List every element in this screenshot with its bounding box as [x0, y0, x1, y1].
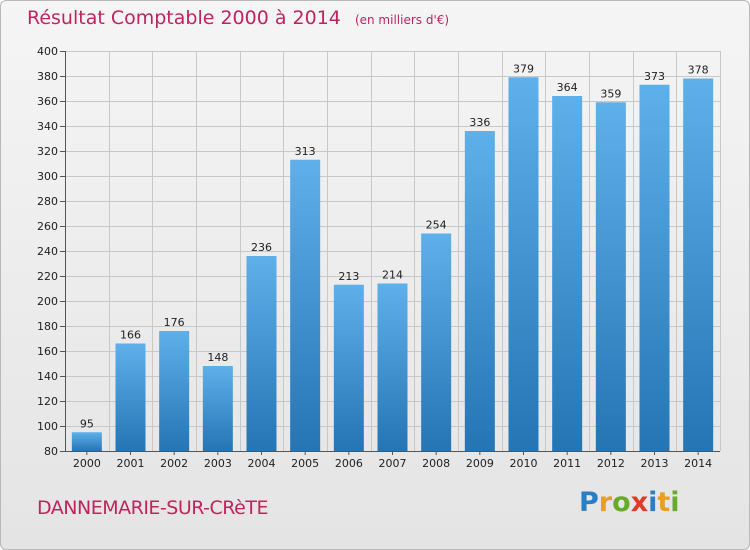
y-tick-label: 400: [37, 45, 58, 58]
x-tick-label-2007: 2007: [379, 457, 407, 470]
y-tick-label: 320: [37, 145, 58, 158]
logo-letter: r: [598, 487, 613, 518]
data-label-2001: 166: [120, 329, 141, 342]
logo-letter: t: [657, 487, 671, 518]
bar-2009[interactable]: [464, 131, 495, 451]
x-tick-label-2006: 2006: [335, 457, 363, 470]
bar-2008[interactable]: [421, 233, 452, 452]
x-tick-label-2008: 2008: [422, 457, 450, 470]
y-tick-label: 120: [37, 395, 58, 408]
bar-2002[interactable]: [159, 331, 190, 451]
logo-letter: i: [648, 487, 658, 518]
chart-title: Résultat Comptable 2000 à 2014 (en milli…: [27, 7, 449, 29]
x-tick-label-2002: 2002: [160, 457, 188, 470]
x-tick-label-2001: 2001: [117, 457, 145, 470]
x-tick-label-2014: 2014: [684, 457, 712, 470]
x-tick-label-2011: 2011: [553, 457, 581, 470]
data-label-2010: 379: [513, 62, 534, 75]
bar-2007[interactable]: [377, 283, 408, 452]
axis-layer: 80 100 120 140 160 180 200 220 240 260 280 300 320 34…: [37, 45, 720, 470]
y-tick-label: 360: [37, 95, 58, 108]
y-tick-label: 220: [37, 270, 58, 283]
bar-2001[interactable]: [115, 343, 146, 452]
chart-title-text: Résultat Comptable 2000 à 2014: [27, 7, 341, 29]
bar-2010[interactable]: [508, 77, 539, 451]
data-label-2014: 378: [688, 64, 709, 77]
bar-2004[interactable]: [246, 256, 277, 451]
logo-letter: o: [612, 487, 631, 518]
bar-2012[interactable]: [595, 102, 626, 451]
x-tick-label-2000: 2000: [73, 457, 101, 470]
location-name: DANNEMARIE-SUR-CRèTE: [37, 497, 268, 519]
logo-letter: P: [579, 487, 599, 518]
x-tick-label-2013: 2013: [641, 457, 669, 470]
y-tick-label: 80: [44, 445, 58, 458]
y-tick-label: 300: [37, 170, 58, 183]
bar-layer: 95 166 176 148 236 313 213 214 254 336 379 364 359 37…: [71, 62, 714, 452]
x-tick-label-2004: 2004: [248, 457, 276, 470]
bar-2005[interactable]: [290, 159, 321, 451]
y-tick-label: 160: [37, 345, 58, 358]
data-label-2008: 254: [426, 219, 447, 232]
bar-2013[interactable]: [639, 84, 670, 451]
chart-subtitle: (en milliers d'€): [354, 13, 450, 27]
data-label-2007: 214: [382, 269, 403, 282]
y-tick-label: 280: [37, 195, 58, 208]
x-tick-label-2009: 2009: [466, 457, 494, 470]
data-label-2012: 359: [600, 87, 621, 100]
data-label-2006: 213: [338, 270, 359, 283]
logo-letter: x: [630, 487, 649, 518]
logo-letter: i: [670, 487, 680, 518]
bar-2014[interactable]: [683, 78, 714, 452]
data-label-2009: 336: [469, 116, 490, 129]
data-label-2005: 313: [295, 145, 316, 158]
y-tick-label: 100: [37, 420, 58, 433]
y-tick-label: 380: [37, 70, 58, 83]
y-tick-label: 200: [37, 295, 58, 308]
y-tick-label: 260: [37, 220, 58, 233]
y-tick-label: 240: [37, 245, 58, 258]
x-tick-label-2005: 2005: [291, 457, 319, 470]
bar-2011[interactable]: [552, 96, 583, 451]
x-tick-label-2012: 2012: [597, 457, 625, 470]
bar-2000[interactable]: [71, 432, 102, 451]
x-tick-label-2010: 2010: [510, 457, 538, 470]
data-label-2003: 148: [207, 351, 228, 364]
y-tick-label: 340: [37, 120, 58, 133]
data-label-2011: 364: [557, 81, 578, 94]
data-label-2002: 176: [164, 316, 185, 329]
proxiti-logo[interactable]: Proxiti: [579, 487, 680, 518]
data-label-2013: 373: [644, 70, 665, 83]
x-tick-label-2003: 2003: [204, 457, 232, 470]
bar-2003[interactable]: [202, 366, 233, 451]
data-label-2004: 236: [251, 241, 272, 254]
bar-2006[interactable]: [333, 284, 364, 451]
data-label-2000: 95: [80, 417, 94, 430]
y-tick-label: 180: [37, 320, 58, 333]
y-tick-label: 140: [37, 370, 58, 383]
